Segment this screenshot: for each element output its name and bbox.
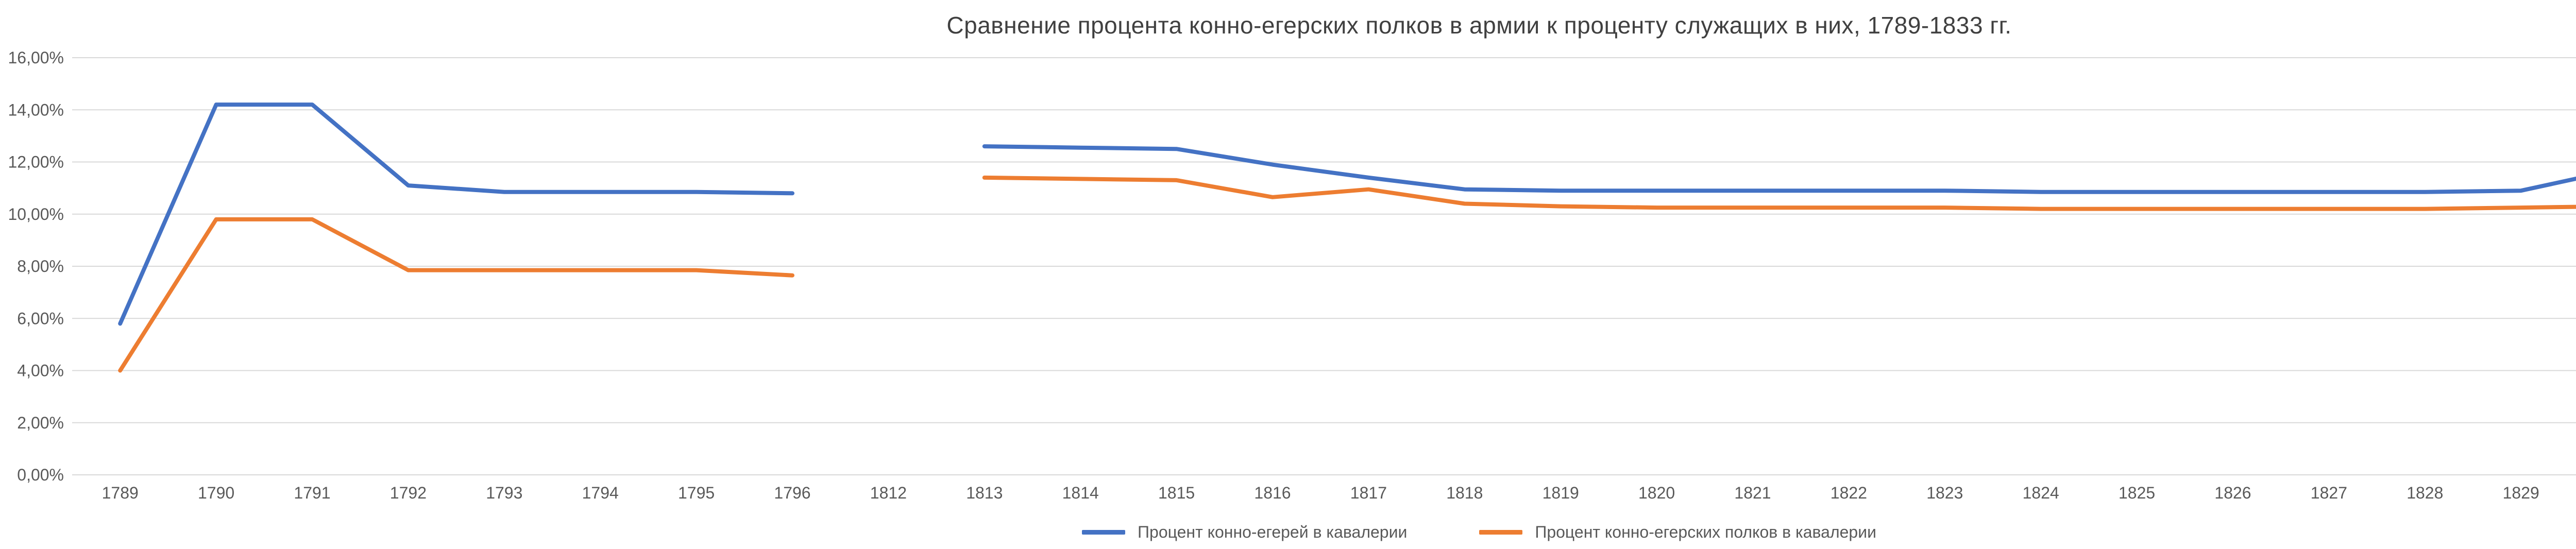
x-axis-tick-label: 1815: [1158, 484, 1195, 502]
legend-label-percent-horse-jagers: Процент конно-егерей в кавалерии: [1138, 523, 1408, 541]
y-axis-tick-label: 4,00%: [17, 362, 64, 380]
x-axis-tick-label: 1816: [1254, 484, 1291, 502]
y-axis-tick-label: 2,00%: [17, 414, 64, 432]
legend-swatch-blue-line: [1082, 530, 1126, 535]
chart-legend: Процент конно-егерей в кавалерии Процент…: [0, 523, 2576, 542]
x-axis-tick-label: 1814: [1062, 484, 1099, 502]
x-axis-tick-label: 1827: [2311, 484, 2347, 502]
x-axis-tick-label: 1794: [582, 484, 619, 502]
y-axis-tick-label: 16,00%: [8, 48, 64, 67]
y-axis-tick-label: 0,00%: [17, 466, 64, 484]
x-axis-tick-label: 1822: [1831, 484, 1867, 502]
y-axis-tick-label: 14,00%: [8, 100, 64, 119]
y-axis-tick-label: 8,00%: [17, 257, 64, 276]
chart-title: Сравнение процента конно-егерских полков…: [946, 12, 2012, 39]
x-axis-tick-label: 1793: [486, 484, 522, 502]
x-axis-tick-label: 1829: [2503, 484, 2539, 502]
x-axis-tick-label: 1819: [1543, 484, 1579, 502]
x-axis-tick-label: 1824: [2023, 484, 2059, 502]
x-axis-tick-label: 1791: [294, 484, 330, 502]
x-axis-tick-label: 1796: [774, 484, 810, 502]
x-axis-tick-label: 1817: [1350, 484, 1387, 502]
x-axis-tick-label: 1790: [198, 484, 234, 502]
x-axis-tick-label: 1795: [678, 484, 715, 502]
series-line-1: [118, 175, 2576, 373]
legend-label-percent-horse-jager-regiments: Процент конно-егерских полков в кавалери…: [1535, 523, 1876, 541]
y-axis-tick-label: 6,00%: [17, 309, 64, 328]
x-axis-tick-label: 1818: [1446, 484, 1483, 502]
series-line-0: [118, 102, 2576, 326]
x-axis-tick-label: 1813: [966, 484, 1003, 502]
x-axis-tick-label: 1828: [2406, 484, 2443, 502]
x-axis-tick-label: 1823: [1926, 484, 1963, 502]
x-axis-tick-label: 1792: [390, 484, 427, 502]
legend-swatch-orange-line: [1479, 530, 1523, 535]
legend-item-percent-horse-jagers: Процент конно-егерей в кавалерии: [1082, 523, 1407, 542]
x-axis-tick-label: 1789: [102, 484, 139, 502]
x-axis-tick-label: 1812: [870, 484, 907, 502]
x-axis-tick-label: 1820: [1638, 484, 1675, 502]
legend-item-percent-horse-jager-regiments: Процент конно-егерских полков в кавалери…: [1479, 523, 1876, 542]
y-axis-tick-label: 12,00%: [8, 153, 64, 171]
x-axis-tick-label: 1826: [2214, 484, 2251, 502]
y-axis-tick-label: 10,00%: [8, 205, 64, 224]
x-axis-tick-label: 1821: [1734, 484, 1771, 502]
x-axis-tick-label: 1825: [2119, 484, 2155, 502]
